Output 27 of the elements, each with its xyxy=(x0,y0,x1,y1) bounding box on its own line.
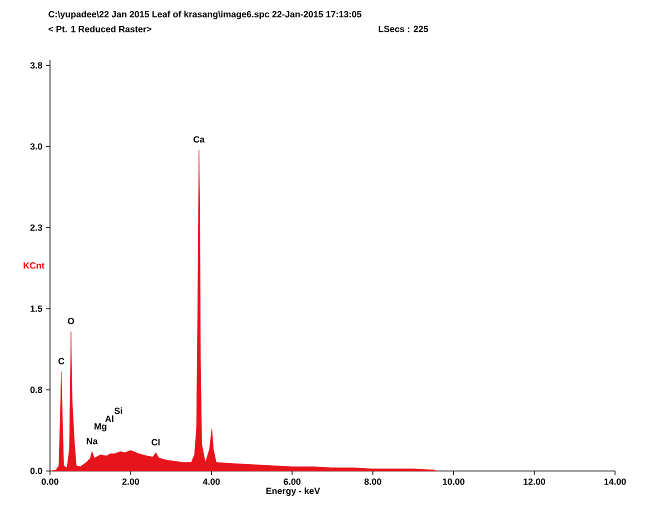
text: LSecs : 225 xyxy=(378,26,428,32)
annotation: Mg xyxy=(94,423,106,432)
annotation: O xyxy=(68,318,74,324)
y-tick-label: 0.0 xyxy=(30,468,42,474)
annotation: Ca xyxy=(194,136,205,143)
x-tick-label: 8.00 xyxy=(364,478,382,485)
y-tick-label: 2.3 xyxy=(30,224,42,231)
y-tick-label: 3.0 xyxy=(30,143,42,150)
annotation: C xyxy=(58,358,64,364)
x-tick-label: 12.00 xyxy=(524,478,546,485)
y-tick-label: 3.8 xyxy=(30,62,42,69)
x-tick-label: 6.00 xyxy=(284,478,301,485)
x-tick-label: 10.00 xyxy=(442,478,464,485)
annotation: Na xyxy=(86,438,98,444)
annotation: Cl xyxy=(152,438,160,446)
x-tick-label: 14.00 xyxy=(604,478,626,485)
annotation: Al xyxy=(105,415,114,422)
annotation: Si xyxy=(114,407,122,414)
chart-subtitle: < Pt. 1 Reduced Raster> xyxy=(48,26,152,32)
x-tick-label: 2.00 xyxy=(122,478,140,485)
y-tick-label: 1.5 xyxy=(30,306,42,312)
y-tick-label: 0.8 xyxy=(30,386,42,394)
y-axis-title: KCnt xyxy=(24,262,44,269)
chart-title: C:\yupadee\22 Jan 2015 Leaf of krasang\image6.spc 22-Jan-2015 17:13:05 xyxy=(48,10,362,20)
x-axis-title: Energy - keV xyxy=(266,487,320,496)
x-tick-label: 0.00 xyxy=(42,478,58,485)
x-tick-label: 4.00 xyxy=(202,478,220,485)
